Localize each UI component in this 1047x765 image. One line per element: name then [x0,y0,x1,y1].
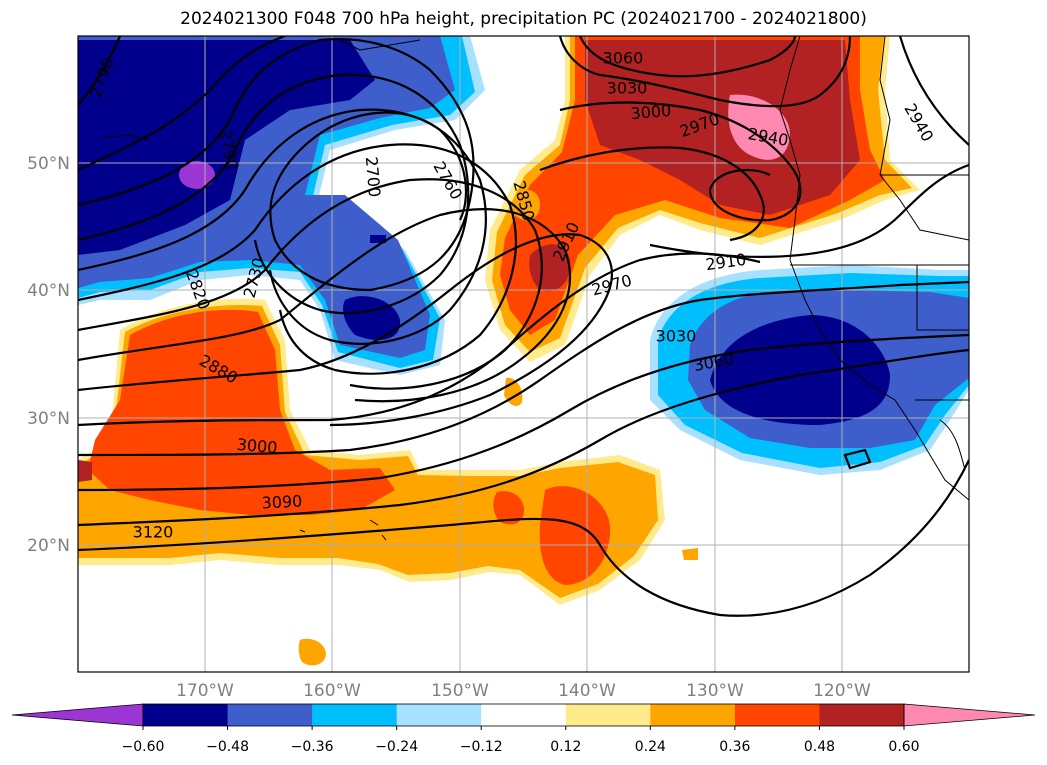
colorbar-frame [142,703,905,727]
contour-label: 3000 [630,101,672,123]
map-title: 2024021300 F048 700 hPa height, precipit… [180,9,867,29]
contour-label: 3090 [261,491,303,512]
colorbar: −0.60 −0.48 −0.36 −0.24 −0.12 0.12 0.24 0.36 0.4… [11,703,1036,755]
precip-fill [78,36,969,666]
colorbar-segment [650,704,736,726]
lat-tick: 50°N [27,154,70,174]
colorbar-tick-label: 0.48 [804,739,835,755]
contour-label: 2700 [362,156,384,198]
contour-label: 3060 [603,49,644,68]
colorbar-segment [481,704,567,726]
colorbar-extend-high [903,703,1036,727]
longitude-ticks: 170°W 160°W 150°W 140°W 130°W 120°W [176,681,871,701]
colorbar-segment [734,704,820,726]
contour-label: 3030 [607,79,648,98]
lon-tick: 170°W [176,681,234,701]
lon-tick: 120°W [813,681,871,701]
contour-label: 3030 [656,327,697,346]
lat-tick: 30°N [27,409,70,429]
colorbar-tick-label: 0.24 [635,739,666,755]
colorbar-segment [143,704,229,726]
lon-tick: 140°W [558,681,616,701]
colorbar-segment [565,704,651,726]
lat-tick: 20°N [27,536,70,556]
colorbar-tick-label: −0.60 [122,739,165,755]
latitude-ticks: 50°N 40°N 30°N 20°N [27,154,70,556]
contour-label: 3120 [133,523,174,542]
lon-tick: 150°W [431,681,489,701]
colorbar-extend-low [11,703,144,727]
coastlines [99,36,969,541]
colorbar-tick-label: 0.36 [719,739,750,755]
colorbar-tick-label: −0.24 [375,739,418,755]
contour-label: 3000 [236,435,278,457]
colorbar-tick-label: 0.12 [550,739,581,755]
colorbar-tick-label: −0.36 [291,739,334,755]
colorbar-segment [396,704,482,726]
lat-tick: 40°N [27,281,70,301]
plot-frame [77,35,970,673]
lon-tick: 130°W [686,681,744,701]
colorbar-segment [819,704,905,726]
colorbar-tick-label: 0.60 [888,739,919,755]
colorbar-tick-label: −0.48 [206,739,249,755]
colorbar-tick-label: −0.12 [460,739,503,755]
colorbar-segment [227,704,313,726]
colorbar-segment [312,704,398,726]
lon-tick: 160°W [303,681,361,701]
height-contours [78,36,969,617]
